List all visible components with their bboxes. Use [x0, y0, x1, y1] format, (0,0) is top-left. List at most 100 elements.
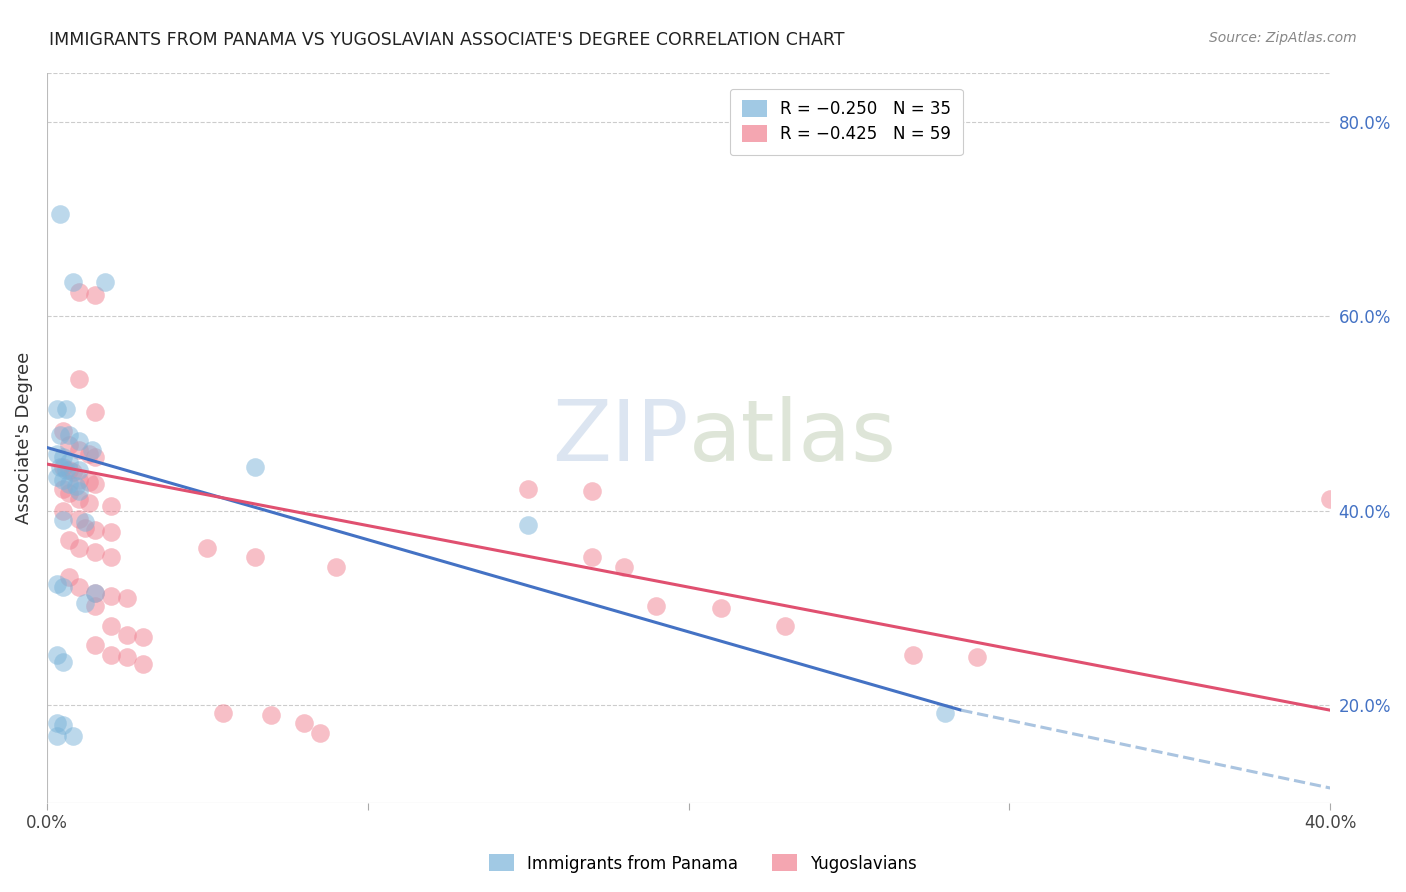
Point — [52, 504, 75, 518]
Point — [966, 649, 988, 664]
Point — [80, 443, 103, 458]
Point — [75, 596, 97, 610]
Point — [100, 648, 122, 662]
Text: Source: ZipAtlas.com: Source: ZipAtlas.com — [1209, 31, 1357, 45]
Point — [52, 460, 75, 475]
Point — [1319, 492, 1341, 507]
Point — [52, 513, 75, 527]
Point — [84, 287, 107, 301]
Point — [52, 718, 75, 732]
Legend: R = −0.250   N = 35, R = −0.425   N = 59: R = −0.250 N = 35, R = −0.425 N = 59 — [730, 88, 963, 155]
Point — [48, 460, 70, 475]
Point — [67, 434, 90, 448]
Point — [77, 447, 100, 461]
Legend: Immigrants from Panama, Yugoslavians: Immigrants from Panama, Yugoslavians — [482, 847, 924, 880]
Point — [212, 706, 235, 720]
Point — [100, 525, 122, 540]
Point — [67, 580, 90, 594]
Point — [67, 473, 90, 487]
Point — [100, 618, 122, 632]
Point — [84, 638, 107, 652]
Point — [132, 657, 155, 672]
Point — [93, 275, 115, 289]
Point — [645, 599, 668, 613]
Point — [52, 483, 75, 497]
Point — [62, 275, 84, 289]
Point — [45, 447, 67, 461]
Point — [292, 715, 315, 730]
Point — [195, 541, 218, 555]
Point — [710, 601, 733, 615]
Point — [52, 580, 75, 594]
Point — [84, 404, 107, 418]
Point — [115, 649, 138, 664]
Point — [52, 473, 75, 487]
Point — [58, 486, 80, 500]
Point — [517, 518, 540, 533]
Point — [67, 285, 90, 299]
Point — [45, 576, 67, 591]
Point — [52, 424, 75, 438]
Point — [100, 590, 122, 604]
Point — [58, 533, 80, 547]
Point — [45, 401, 67, 416]
Point — [58, 570, 80, 584]
Point — [58, 437, 80, 451]
Point — [100, 499, 122, 513]
Point — [84, 599, 107, 613]
Point — [84, 586, 107, 600]
Point — [58, 476, 80, 491]
Point — [62, 730, 84, 744]
Point — [84, 523, 107, 537]
Text: atlas: atlas — [689, 396, 897, 479]
Point — [308, 725, 330, 739]
Point — [62, 465, 84, 479]
Point — [77, 496, 100, 510]
Point — [55, 463, 77, 477]
Point — [132, 630, 155, 644]
Point — [45, 730, 67, 744]
Point — [67, 443, 90, 458]
Point — [901, 648, 924, 662]
Point — [75, 521, 97, 535]
Point — [58, 428, 80, 442]
Point — [115, 628, 138, 642]
Point — [84, 544, 107, 558]
Point — [115, 591, 138, 606]
Point — [581, 484, 603, 499]
Point — [48, 428, 70, 442]
Text: IMMIGRANTS FROM PANAMA VS YUGOSLAVIAN ASSOCIATE'S DEGREE CORRELATION CHART: IMMIGRANTS FROM PANAMA VS YUGOSLAVIAN AS… — [49, 31, 845, 49]
Text: ZIP: ZIP — [553, 396, 689, 479]
Point — [67, 463, 90, 477]
Point — [58, 455, 80, 469]
Point — [75, 516, 97, 530]
Point — [325, 560, 347, 574]
Point — [58, 463, 80, 477]
Point — [45, 469, 67, 483]
Point — [55, 401, 77, 416]
Point — [65, 479, 87, 493]
Point — [67, 541, 90, 555]
Point — [613, 560, 636, 574]
Point — [100, 550, 122, 565]
Point — [934, 706, 956, 720]
Point — [773, 618, 796, 632]
Point — [517, 483, 540, 497]
Point — [67, 372, 90, 386]
Point — [45, 715, 67, 730]
Point — [245, 550, 267, 565]
Point — [77, 475, 100, 489]
Point — [84, 586, 107, 600]
Point — [245, 460, 267, 475]
Point — [84, 450, 107, 465]
Point — [45, 648, 67, 662]
Point — [67, 484, 90, 499]
Point — [581, 550, 603, 565]
Point — [52, 450, 75, 465]
Y-axis label: Associate's Degree: Associate's Degree — [15, 351, 32, 524]
Point — [84, 476, 107, 491]
Point — [52, 655, 75, 669]
Point — [260, 708, 283, 723]
Point — [48, 207, 70, 221]
Point — [67, 511, 90, 525]
